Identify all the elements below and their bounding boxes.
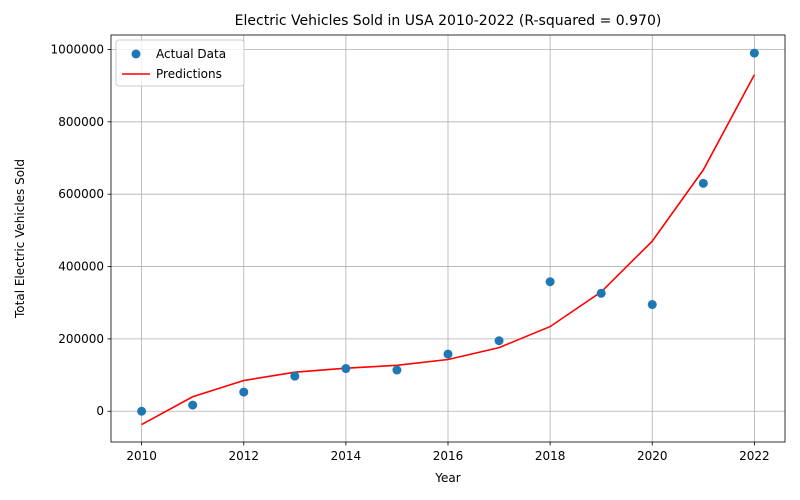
x-tick-label: 2016 (433, 449, 464, 463)
legend-actual-label: Actual Data (156, 47, 226, 61)
y-tick-label: 0 (96, 404, 104, 418)
x-axis-label: Year (434, 471, 460, 485)
x-tick-label: 2022 (739, 449, 770, 463)
actual-data-point (341, 364, 351, 374)
chart-title: Electric Vehicles Sold in USA 2010-2022 … (235, 13, 662, 29)
actual-data-point (137, 406, 147, 416)
actual-data-point (647, 300, 657, 310)
y-axis-label: Total Electric Vehicles Sold (13, 159, 27, 319)
actual-data-point (749, 48, 759, 58)
y-tick-label: 400000 (58, 260, 104, 274)
actual-data-point (443, 349, 453, 359)
actual-data-point (239, 387, 249, 397)
actual-data-point (494, 336, 504, 346)
actual-data-point (596, 288, 606, 298)
y-tick-label: 1000000 (51, 42, 104, 56)
axis-ticks: 2010 2012 2014 2016 2018 2020 2022 0 200000 40000… (51, 42, 770, 463)
y-tick-label: 200000 (58, 332, 104, 346)
actual-data-point (290, 371, 300, 381)
x-tick-label: 2010 (126, 449, 157, 463)
predictions-line (141, 74, 756, 426)
actual-data-point (188, 400, 198, 410)
actual-data-point (392, 365, 402, 375)
actual-data-point (698, 178, 708, 188)
legend-predictions-label: Predictions (156, 67, 222, 81)
x-tick-label: 2012 (228, 449, 259, 463)
plot-series (137, 48, 759, 426)
x-tick-label: 2020 (637, 449, 668, 463)
grid (111, 35, 785, 442)
x-tick-label: 2014 (331, 449, 362, 463)
actual-data-point (545, 277, 555, 287)
x-tick-label: 2018 (535, 449, 566, 463)
y-tick-label: 600000 (58, 187, 104, 201)
y-tick-label: 800000 (58, 115, 104, 129)
legend-actual-marker (131, 49, 141, 59)
legend: Actual Data Predictions (115, 39, 245, 87)
